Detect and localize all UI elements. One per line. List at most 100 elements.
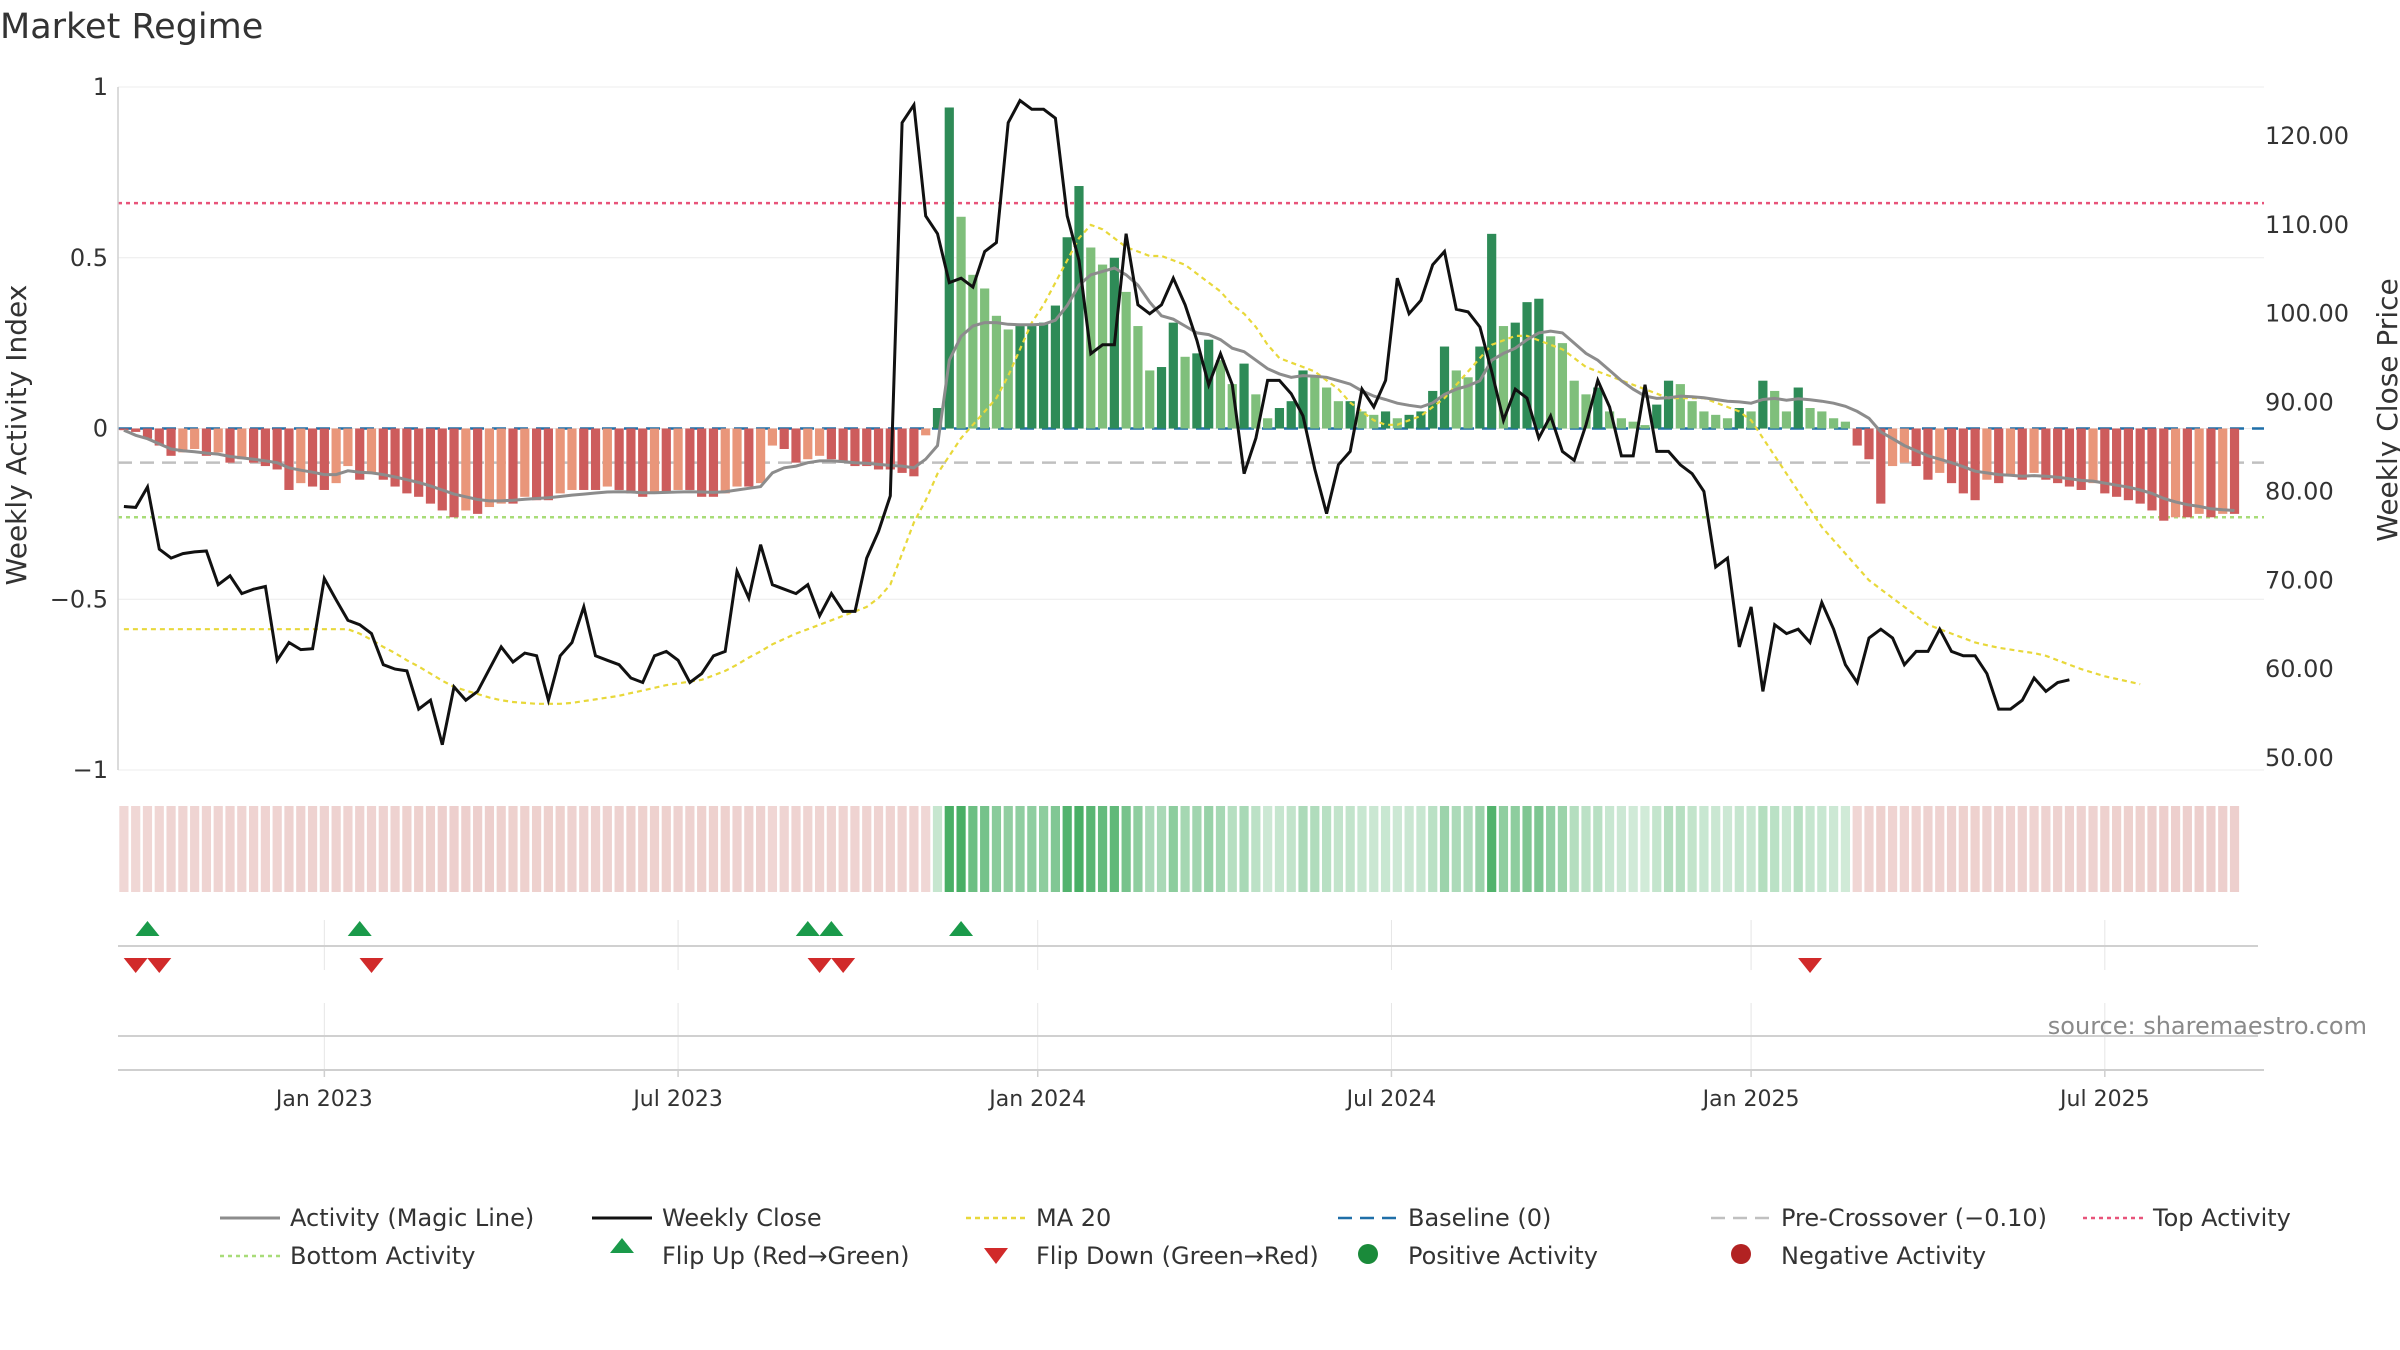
activity-bar: [649, 428, 660, 494]
activity-bar: [803, 428, 813, 460]
regime-strip-cell: [1829, 806, 1839, 892]
regime-strip-cell: [980, 806, 990, 892]
activity-bar: [201, 428, 212, 456]
activity-bar: [1687, 401, 1697, 429]
activity-bar: [897, 428, 907, 473]
flip-up-marker: [949, 921, 974, 936]
activity-bar: [1911, 428, 1921, 467]
regime-strip-cell: [1357, 806, 1367, 892]
regime-strip-cell: [732, 806, 742, 892]
regime-strip-cell: [307, 806, 318, 892]
activity-bar: [1864, 428, 1874, 460]
activity-bars: [119, 107, 2240, 521]
left-axis-title: Weekly Activity Index: [0, 285, 33, 586]
regime-strip-cell: [1145, 806, 1155, 892]
activity-bar: [1392, 418, 1402, 429]
regime-strip-cell: [1050, 806, 1060, 892]
regime-strip-cell: [1652, 806, 1662, 892]
regime-strip-cell: [791, 806, 801, 892]
regime-strip-cell: [1946, 806, 1957, 892]
legend-label: MA 20: [1036, 1204, 1111, 1232]
regime-strip-cell: [1251, 806, 1261, 892]
regime-strip-cell: [2076, 806, 2086, 892]
activity-bar: [402, 428, 412, 494]
activity-bar: [355, 428, 365, 480]
activity-bar: [661, 428, 671, 494]
activity-bar: [1663, 380, 1674, 429]
activity-bar: [190, 428, 200, 449]
activity-bar: [909, 428, 919, 477]
source-text: source: sharemaestro.com: [2048, 1012, 2367, 1040]
activity-bar: [862, 428, 872, 467]
activity-bar: [1840, 421, 1851, 429]
regime-strip-cell: [437, 806, 447, 892]
activity-bar: [166, 428, 176, 456]
activity-bar: [1734, 408, 1744, 429]
activity-bar: [1958, 428, 1968, 494]
flip-up-marker: [135, 921, 160, 936]
activity-bar: [2041, 428, 2051, 480]
regime-strip-cell: [1227, 806, 1237, 892]
regime-strip-cell: [2088, 806, 2098, 892]
activity-bar: [343, 428, 353, 467]
regime-strip-cell: [1428, 806, 1438, 892]
regime-strip-cell: [201, 806, 212, 892]
regime-strip-cell: [260, 806, 270, 892]
regime-strip-cell: [1286, 806, 1296, 892]
regime-strip-cell: [1097, 806, 1108, 892]
regime-strip-cell: [131, 806, 141, 892]
activity-bar: [1086, 247, 1096, 429]
activity-bar: [1652, 404, 1662, 429]
activity-bar: [1286, 401, 1296, 429]
regime-strip-cell: [1439, 806, 1450, 892]
right-tick-label: 80.00: [2265, 477, 2334, 505]
right-tick-label: 60.00: [2265, 655, 2334, 683]
regime-strip-cell: [1970, 806, 1980, 892]
activity-bar: [838, 428, 848, 463]
activity-bar: [579, 428, 589, 490]
regime-strip-cell: [1852, 806, 1862, 892]
regime-strip-cell: [579, 806, 589, 892]
date-tick-label: Jul 2025: [2058, 1087, 2150, 1112]
regime-strip-cell: [296, 806, 306, 892]
regime-strip-cell: [814, 806, 825, 892]
activity-bar: [2170, 428, 2181, 518]
activity-bar: [366, 428, 377, 473]
activity-bar: [178, 428, 188, 453]
activity-bar: [1722, 418, 1733, 429]
legend-label: Baseline (0): [1408, 1204, 1551, 1232]
activity-bar: [2005, 428, 2016, 477]
activity-bar: [1699, 411, 1709, 429]
regime-strip-cell: [708, 806, 719, 892]
regime-strip-cell: [1298, 806, 1308, 892]
legend: Activity (Magic Line) Weekly Close MA 20 Ba…: [220, 1204, 2291, 1270]
activity-bar: [473, 428, 483, 514]
regime-strip-cell: [1923, 806, 1933, 892]
ma20-line: [123, 223, 2141, 705]
regime-strip-cell: [142, 806, 153, 892]
regime-strip-cell: [331, 806, 341, 892]
activity-bar: [1817, 411, 1827, 429]
regime-strip-cell: [461, 806, 471, 892]
legend-label: Flip Down (Green→Red): [1036, 1242, 1319, 1270]
activity-bar: [119, 428, 129, 431]
right-tick-label: 70.00: [2265, 566, 2334, 594]
regime-strip-cell: [1133, 806, 1143, 892]
date-tick-label: Jul 2023: [631, 1087, 723, 1112]
activity-bar: [2159, 428, 2169, 521]
activity-bar: [237, 428, 247, 460]
activity-bar: [1310, 377, 1320, 429]
activity-bar: [390, 428, 400, 487]
regime-strip-cell: [1322, 806, 1332, 892]
date-tick-label: Jan 2025: [1701, 1087, 1800, 1112]
activity-bar: [414, 428, 424, 497]
regime-strip-cell: [1215, 806, 1226, 892]
activity-bar: [1251, 394, 1261, 429]
regime-strip-cell: [803, 806, 813, 892]
flip-markers-panel: [118, 921, 2258, 973]
activity-bar: [1593, 387, 1603, 429]
left-tick-label: 0: [93, 415, 108, 443]
regime-strip-cell: [213, 806, 223, 892]
activity-bar: [1982, 428, 1992, 480]
regime-strip-cell: [1699, 806, 1709, 892]
